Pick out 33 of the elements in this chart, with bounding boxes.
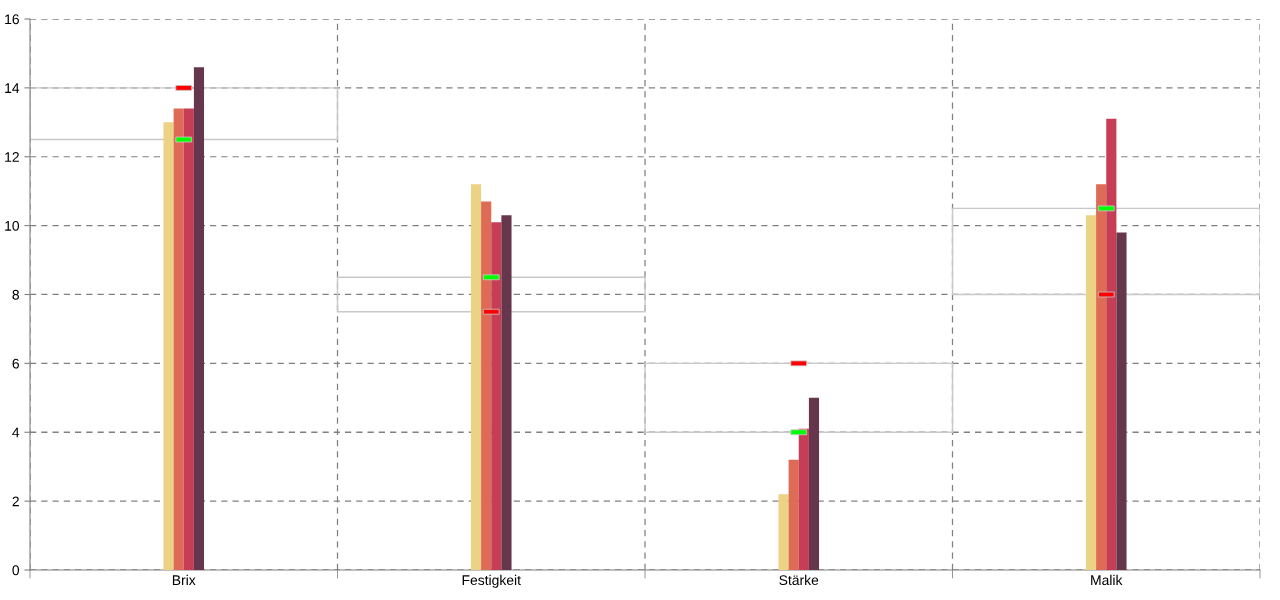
bar [1085,215,1097,570]
y-tick-label: 8 [12,289,19,300]
y-tick-label: 14 [5,83,20,93]
x-tick-label: Malik [1091,574,1123,586]
y-tick-label: 12 [5,152,19,162]
bar [788,459,799,570]
bar [30,87,339,141]
bar [1096,184,1107,570]
bar [163,122,174,570]
bar [336,276,646,313]
bar [491,222,502,570]
bar [173,108,184,570]
bar [470,184,482,570]
y-tick-label: 4 [12,427,20,438]
y-tick-label: 0 [12,565,20,576]
bar [1106,118,1117,570]
bar [193,67,205,570]
x-tick-label: Festigkeit [462,574,521,588]
y-tick-label: 10 [5,220,20,231]
bar [481,201,492,570]
bar [501,215,512,570]
bar [778,494,789,570]
bar [183,108,194,570]
bar [1116,232,1127,570]
x-tick-label: Brix [172,574,196,585]
y-tick-label: 2 [12,496,19,507]
bar [644,362,954,433]
y-tick-label: 16 [5,14,19,25]
x-tick-label: Stärke [779,574,819,586]
bar [798,428,809,570]
bar [808,397,820,570]
bar [951,207,1260,296]
y-tick-label: 6 [12,358,19,369]
